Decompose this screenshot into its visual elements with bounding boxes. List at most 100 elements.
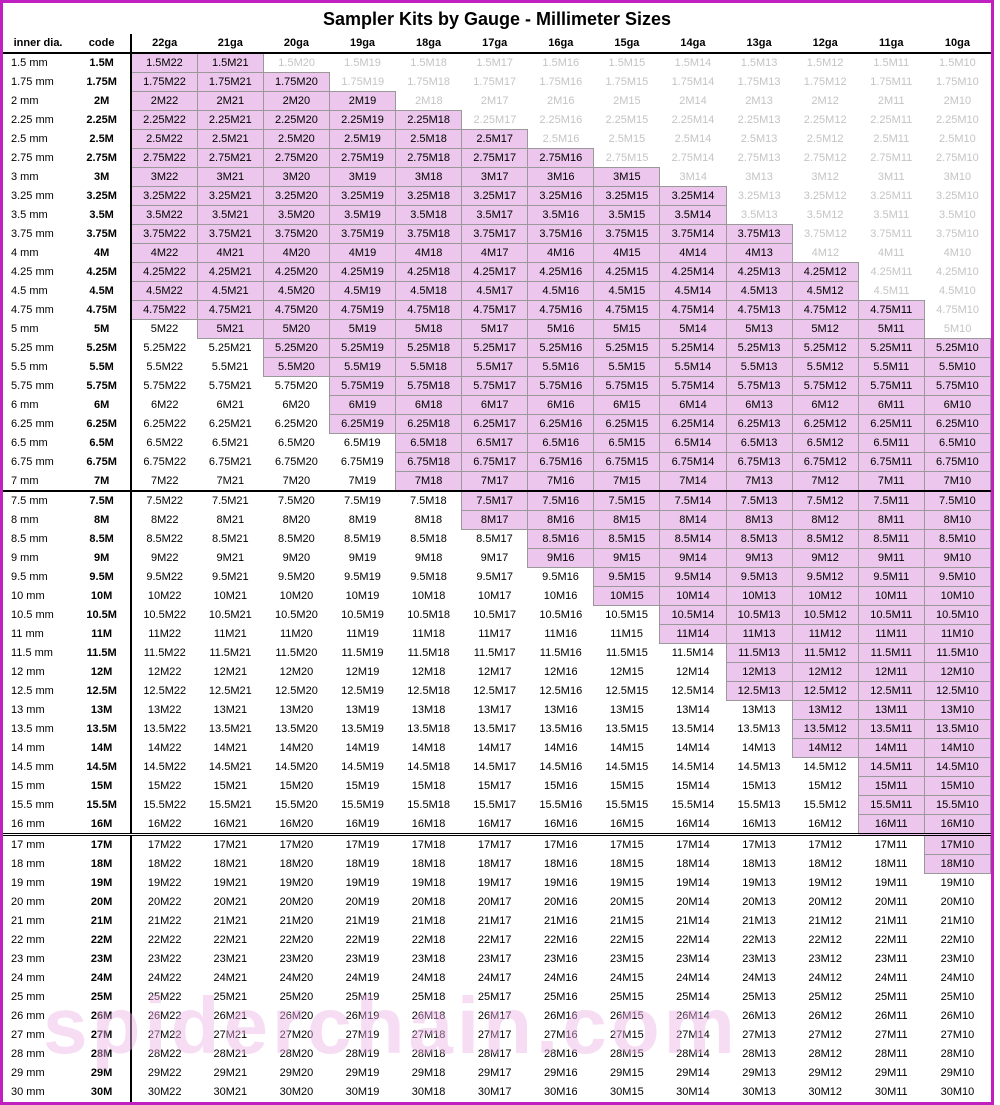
cell-value: 10.5M11 [858,606,924,625]
cell-dia: 14 mm [3,739,73,758]
cell-value: 15.5M13 [726,796,792,815]
cell-value: 6.5M14 [660,434,726,453]
cell-value: 7.5M13 [726,491,792,511]
cell-value: 3.25M13 [726,187,792,206]
cell-value: 3.75M15 [594,225,660,244]
cell-value: 5.75M13 [726,377,792,396]
cell-value: 30M17 [462,1083,528,1102]
size-table: inner dia.code22ga21ga20ga19ga18ga17ga16… [3,34,991,1102]
cell-value: 21M12 [792,912,858,931]
cell-value: 14M13 [726,739,792,758]
table-row: 1.5 mm1.5M1.5M221.5M211.5M201.5M191.5M18… [3,53,991,73]
cell-value: 18M22 [131,855,197,874]
cell-value: 3.5M12 [792,206,858,225]
cell-value: 2.5M17 [462,130,528,149]
cell-value: 26M10 [924,1007,990,1026]
cell-value: 16M10 [924,815,990,835]
cell-value: 12M19 [329,663,395,682]
table-row: 3.5 mm3.5M3.5M223.5M213.5M203.5M193.5M18… [3,206,991,225]
cell-value: 13M10 [924,701,990,720]
cell-value: 1.5M16 [528,53,594,73]
cell-value: 5.75M16 [528,377,594,396]
cell-value: 7.5M11 [858,491,924,511]
table-row: 29 mm29M29M2229M2129M2029M1929M1829M1729… [3,1064,991,1083]
cell-value: 21M13 [726,912,792,931]
cell-value: 12.5M10 [924,682,990,701]
cell-value: 29M21 [197,1064,263,1083]
cell-value: 6.75M12 [792,453,858,472]
table-row: 11.5 mm11.5M11.5M2211.5M2111.5M2011.5M19… [3,644,991,663]
table-row: 3.25 mm3.25M3.25M223.25M213.25M203.25M19… [3,187,991,206]
cell-value: 28M13 [726,1045,792,1064]
cell-value: 3M21 [197,168,263,187]
table-row: 24 mm24M24M2224M2124M2024M1924M1824M1724… [3,969,991,988]
cell-value: 4.75M17 [462,301,528,320]
cell-code: 10M [73,587,131,606]
cell-dia: 2.5 mm [3,130,73,149]
cell-value: 5.75M22 [131,377,197,396]
cell-value: 3.5M18 [396,206,462,225]
cell-value: 26M14 [660,1007,726,1026]
table-row: 5.5 mm5.5M5.5M225.5M215.5M205.5M195.5M18… [3,358,991,377]
table-row: 6.25 mm6.25M6.25M226.25M216.25M206.25M19… [3,415,991,434]
cell-value: 3M22 [131,168,197,187]
cell-code: 3.25M [73,187,131,206]
cell-value: 25M18 [396,988,462,1007]
cell-value: 22M17 [462,931,528,950]
cell-value: 11.5M17 [462,644,528,663]
cell-code: 30M [73,1083,131,1102]
col-gauge: 10ga [924,34,990,53]
cell-value: 4.75M13 [726,301,792,320]
cell-value: 13.5M15 [594,720,660,739]
cell-value: 27M12 [792,1026,858,1045]
cell-value: 10M22 [131,587,197,606]
cell-value: 14M10 [924,739,990,758]
cell-value: 2.75M22 [131,149,197,168]
cell-value: 13M13 [726,701,792,720]
cell-value: 11.5M13 [726,644,792,663]
cell-value: 22M14 [660,931,726,950]
cell-value: 6M19 [329,396,395,415]
cell-value: 20M18 [396,893,462,912]
cell-value: 9M15 [594,549,660,568]
cell-value: 6.25M11 [858,415,924,434]
cell-value: 27M18 [396,1026,462,1045]
cell-code: 1.75M [73,73,131,92]
cell-value: 20M15 [594,893,660,912]
cell-value: 8.5M19 [329,530,395,549]
cell-dia: 19 mm [3,874,73,893]
cell-value: 29M12 [792,1064,858,1083]
cell-value: 6.25M14 [660,415,726,434]
cell-value: 6.5M18 [396,434,462,453]
cell-value: 3.25M22 [131,187,197,206]
cell-value: 29M17 [462,1064,528,1083]
cell-value: 6.25M13 [726,415,792,434]
cell-value: 6.25M17 [462,415,528,434]
cell-value: 18M20 [263,855,329,874]
cell-value: 2.5M14 [660,130,726,149]
cell-value: 2.25M15 [594,111,660,130]
cell-value: 10.5M18 [396,606,462,625]
cell-value: 3.25M12 [792,187,858,206]
cell-value: 20M10 [924,893,990,912]
cell-code: 12.5M [73,682,131,701]
cell-value: 5.5M18 [396,358,462,377]
cell-value: 20M14 [660,893,726,912]
cell-dia: 11 mm [3,625,73,644]
cell-value: 15.5M20 [263,796,329,815]
cell-value: 7M22 [131,472,197,492]
cell-value: 28M18 [396,1045,462,1064]
cell-value: 27M17 [462,1026,528,1045]
cell-value: 7M16 [528,472,594,492]
cell-dia: 4.25 mm [3,263,73,282]
table-row: 25 mm25M25M2225M2125M2025M1925M1825M1725… [3,988,991,1007]
cell-value: 25M20 [263,988,329,1007]
cell-value: 6M20 [263,396,329,415]
table-row: 12 mm12M12M2212M2112M2012M1912M1812M1712… [3,663,991,682]
cell-value: 4.25M16 [528,263,594,282]
cell-value: 4M14 [660,244,726,263]
cell-value: 3.75M12 [792,225,858,244]
cell-value: 10.5M14 [660,606,726,625]
cell-value: 5.75M11 [858,377,924,396]
cell-value: 8M13 [726,511,792,530]
